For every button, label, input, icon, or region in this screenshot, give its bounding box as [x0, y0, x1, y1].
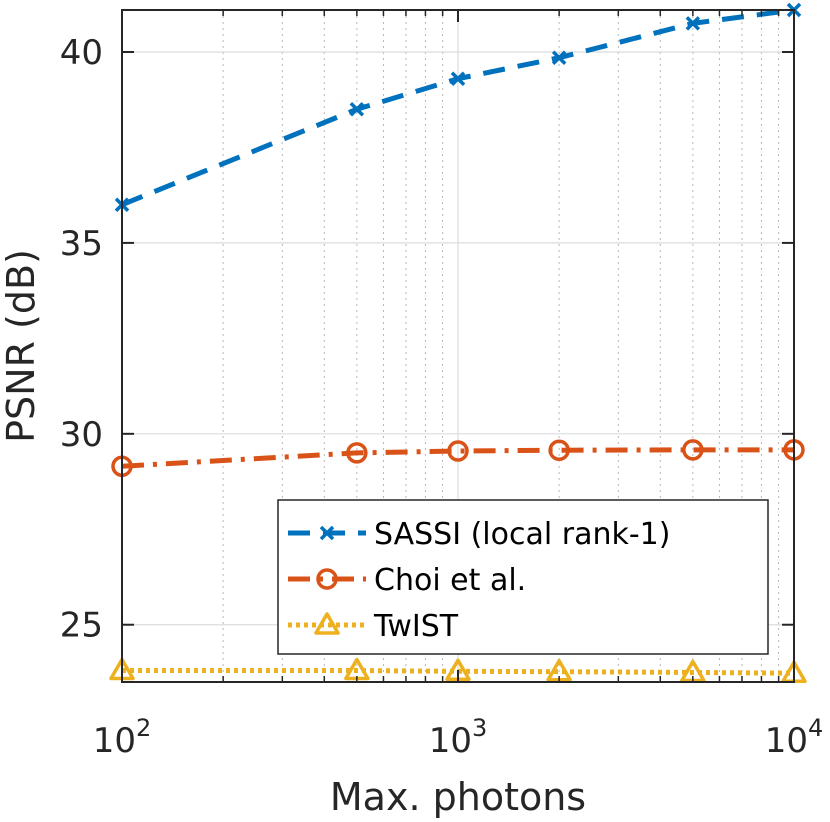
y-tick-label: 35 [60, 224, 103, 264]
x-tick-label: 102 [93, 714, 152, 761]
legend-marker [319, 525, 335, 541]
marker-stroke [551, 50, 567, 65]
y-tick-label: 40 [60, 33, 103, 73]
marker-shape [346, 442, 368, 464]
marker-stroke [450, 71, 466, 86]
y-tick-label: 30 [60, 415, 103, 455]
legend-box [277, 499, 769, 655]
legend-label: SASSI (local rank-1) [374, 517, 670, 552]
legend-entry-twist: TwIST [288, 609, 459, 644]
legend: SASSI (local rank-1) Choi et al. TwIST [277, 499, 769, 655]
data-point-choi-et-al [682, 439, 704, 461]
marker-shape [548, 439, 570, 461]
x-axis-label: Max. photons [330, 775, 586, 819]
x-tick-base: 10 [765, 721, 808, 761]
data-point-choi-et-al [346, 442, 368, 464]
x-tick-label: 104 [765, 714, 824, 761]
series-line-choi-et-al [121, 447, 794, 469]
y-axis-label: PSNR (dB) [0, 249, 43, 443]
marker-shape [447, 440, 469, 462]
marker-shape [682, 439, 704, 461]
x-tick-exponent: 3 [472, 714, 487, 742]
x-tick-base: 10 [429, 721, 472, 761]
y-tick-label: 25 [60, 606, 103, 646]
data-point-sassi-local-rank-1 [551, 50, 567, 65]
marker-shape [316, 568, 338, 590]
x-tick-exponent: 4 [808, 714, 823, 742]
plot-series [109, 2, 807, 683]
data-point-choi-et-al [548, 439, 570, 461]
marker-shape [314, 612, 340, 635]
series-line-sassi-local-rank-1 [121, 7, 795, 208]
marker-stroke [685, 16, 701, 31]
x-tick-label: 103 [429, 714, 488, 761]
legend-entry-choi-et-al: Choi et al. [288, 563, 526, 598]
legend-entry-sassi-local-rank-1: SASSI (local rank-1) [288, 517, 670, 552]
legend-marker [316, 568, 338, 590]
legend-label: Choi et al. [374, 563, 526, 598]
marker-stroke [349, 102, 365, 117]
legend-marker [314, 612, 340, 635]
x-tick-exponent: 2 [136, 714, 151, 742]
data-point-sassi-local-rank-1 [349, 102, 365, 117]
marker-stroke [319, 525, 335, 541]
x-tick-base: 10 [93, 721, 136, 761]
legend-label: TwIST [373, 609, 459, 644]
data-point-sassi-local-rank-1 [685, 16, 701, 31]
series-line-twist [122, 668, 795, 676]
data-point-sassi-local-rank-1 [450, 71, 466, 86]
data-point-choi-et-al [447, 440, 469, 462]
